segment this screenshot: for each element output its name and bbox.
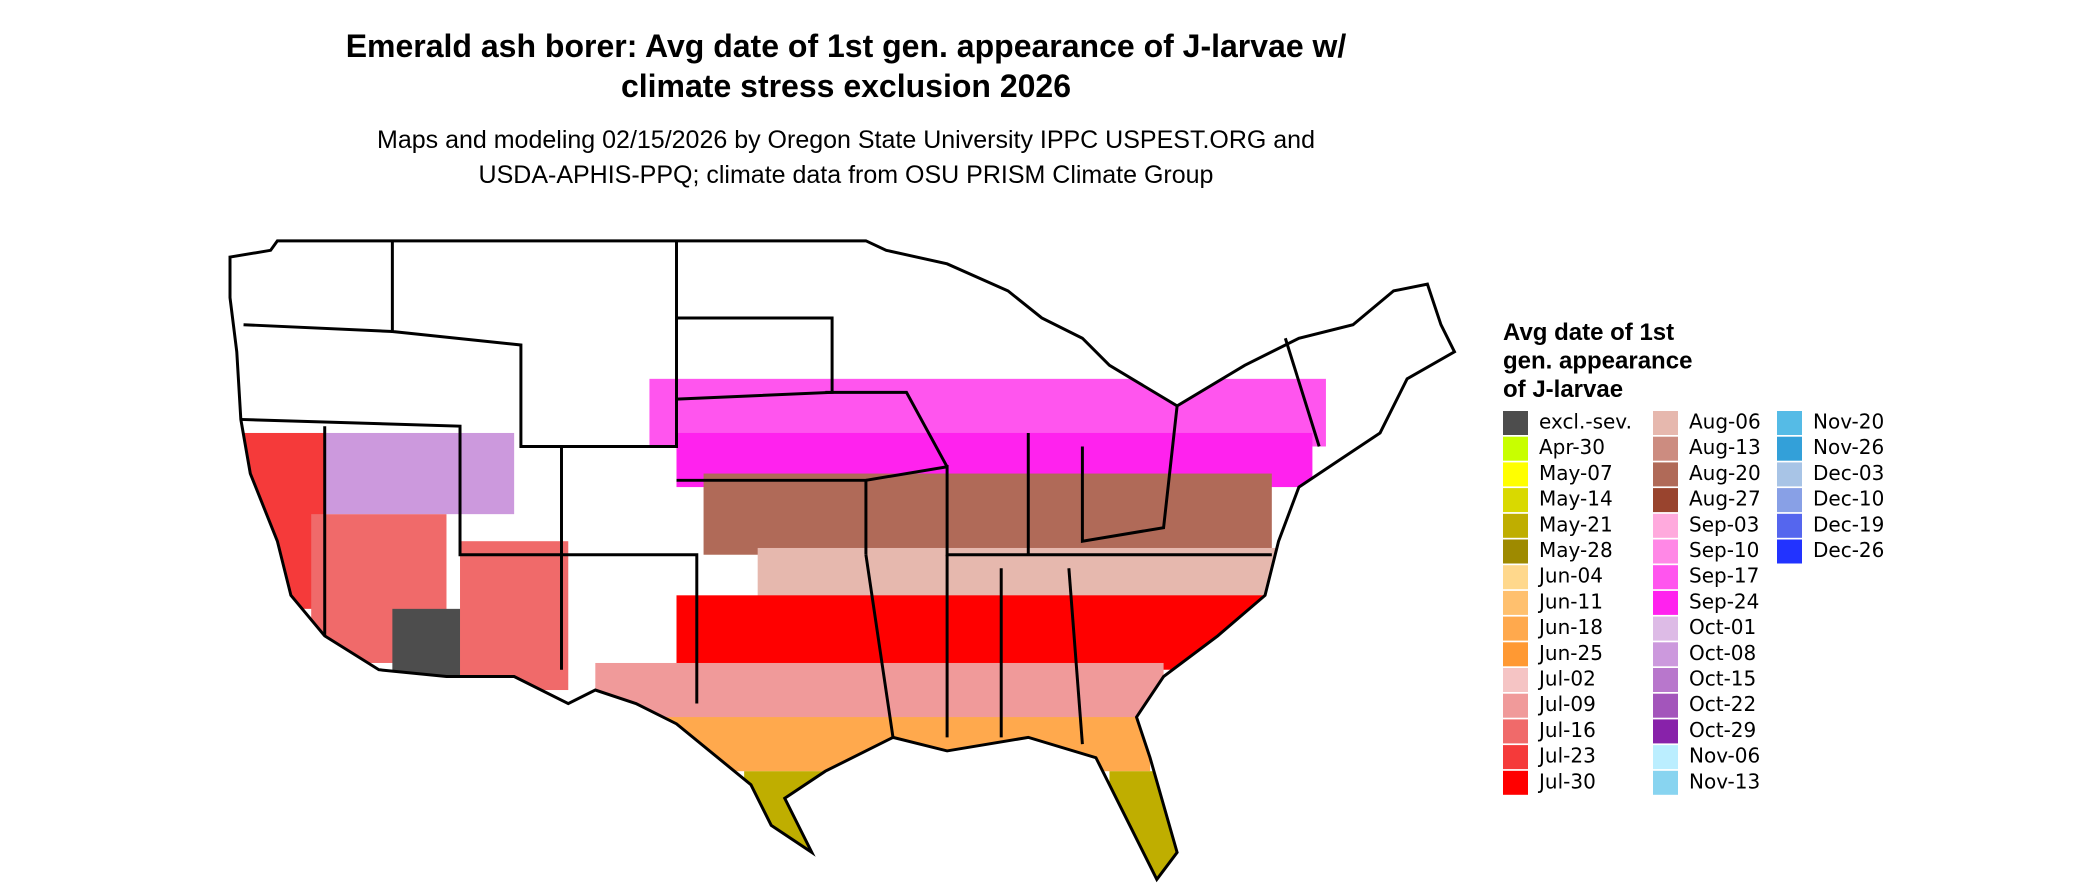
legend-swatch [1503,462,1528,487]
legend-label: Dec-03 [1813,461,1884,485]
legend-swatch [1503,668,1528,692]
legend-swatch [1653,668,1678,692]
legend-swatch [1653,745,1678,770]
legend-swatch [1653,590,1678,615]
legend-swatch [1653,436,1678,461]
subtitle: USDA-APHIS-PPQ; climate data from OSU PR… [479,161,1214,189]
legend-swatch [1653,616,1678,641]
legend-swatch [1653,462,1678,487]
legend-label: Oct-15 [1689,667,1756,691]
legend-label: Jun-11 [1537,589,1603,613]
legend-swatch [1653,642,1678,667]
legend-label: May-14 [1539,487,1613,511]
legend-label: Sep-24 [1689,589,1759,613]
legend-swatch [1653,565,1678,590]
legend-swatch [1503,488,1528,513]
title: climate stress exclusion 2026 [621,68,1071,104]
legend-swatch [1653,411,1678,435]
legend-swatch [1503,642,1528,667]
legend-swatch [1653,770,1678,795]
legend-label: Oct-22 [1689,692,1756,716]
legend-label: Aug-20 [1689,461,1761,485]
map-fill [230,240,1455,880]
legend-label: Jul-09 [1537,692,1596,716]
legend-label: Aug-27 [1689,487,1761,511]
legend-label: Sep-10 [1689,538,1759,562]
legend-swatch [1503,590,1528,615]
legend-label: Jun-25 [1537,641,1603,665]
subtitle: Maps and modeling 02/15/2026 by Oregon S… [377,126,1315,154]
legend-swatch [1777,436,1802,461]
legend-swatch [1777,411,1802,435]
title: Emerald ash borer: Avg date of 1st gen. … [346,28,1347,64]
legend-swatch [1653,539,1678,564]
legend-swatch [1653,513,1678,538]
legend-label: Dec-19 [1813,512,1884,536]
state-lines [240,240,1321,745]
legend-label: Nov-13 [1689,769,1760,793]
legend-swatch [1503,693,1528,718]
legend-label: Nov-26 [1813,435,1884,459]
legend-swatch [1777,488,1802,513]
legend-title: of J-larvae [1503,376,1623,403]
legend-label: Sep-03 [1689,512,1759,536]
legend-title: gen. appearance [1503,348,1692,375]
legend-label: Nov-06 [1689,744,1760,768]
legend-swatch [1653,693,1678,718]
legend-label: May-07 [1539,461,1613,485]
legend-label: Jul-23 [1537,744,1596,768]
legend-label: Jun-04 [1537,564,1603,588]
legend-swatch [1503,539,1528,564]
legend-label: Jun-18 [1537,615,1603,639]
legend-label: Dec-10 [1813,487,1884,511]
legend-label: May-21 [1539,512,1613,536]
legend-swatch [1777,513,1802,538]
legend-label: excl.-sev. [1539,410,1632,434]
legend-label: Apr-30 [1539,435,1605,459]
legend-swatch [1503,513,1528,538]
legend-swatch [1503,719,1528,744]
legend-swatch [1503,745,1528,770]
legend-label: Sep-17 [1689,564,1759,588]
legend-label: Oct-01 [1689,615,1756,639]
legend-swatch [1503,565,1528,590]
legend-swatch [1653,719,1678,744]
legend-title: Avg date of 1st [1503,319,1674,346]
legend-swatch [1653,488,1678,513]
legend-label: Aug-13 [1689,435,1761,459]
legend-swatch [1503,436,1528,461]
us-map [228,239,1456,881]
legend-label: Oct-08 [1689,641,1756,665]
legend-label: Aug-06 [1689,410,1761,434]
legend-label: Nov-20 [1813,410,1884,434]
legend-swatch [1503,770,1528,795]
legend-swatch [1777,539,1802,564]
legend-swatch [1503,411,1528,435]
titles: Emerald ash borer: Avg date of 1st gen. … [346,28,1347,189]
legend-label: Dec-26 [1813,538,1884,562]
legend-label: Oct-29 [1689,718,1756,742]
legend-label: Jul-30 [1537,769,1596,793]
legend-label: Jul-02 [1537,667,1596,691]
legend-label: May-28 [1539,538,1613,562]
legend-swatch [1777,462,1802,487]
legend-label: Jul-16 [1537,718,1596,742]
legend-swatch [1503,616,1528,641]
